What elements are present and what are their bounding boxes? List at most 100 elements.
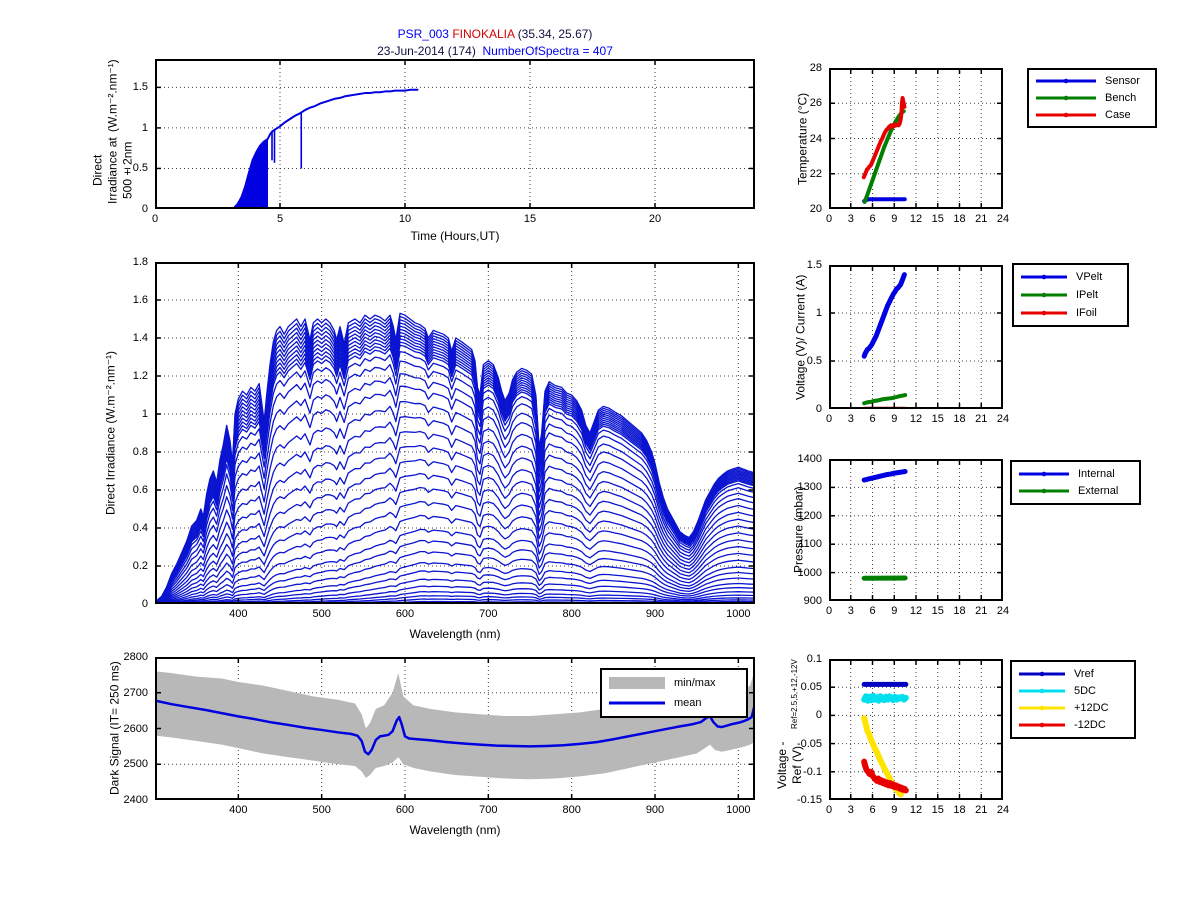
legend-label: 5DC xyxy=(1074,684,1097,697)
y-tick-label: 0.6 xyxy=(132,484,148,496)
y-tick-label: 0.5 xyxy=(806,355,822,367)
y-tick-label: 1.6 xyxy=(132,294,148,306)
y-tick-label: 24 xyxy=(809,132,822,145)
x-tick-label: 900 xyxy=(645,608,665,620)
x-tick-label: 10 xyxy=(398,213,412,225)
y-tick-label: 2500 xyxy=(123,758,148,771)
x-tick-label: 12 xyxy=(909,605,923,617)
figure-title-line2: 23-Jun-2014 (174) NumberOfSpectra = 407 xyxy=(230,44,760,58)
legend-line-swatch xyxy=(1019,688,1065,694)
y-tick-label: 2800 xyxy=(123,651,148,663)
x-tick-label: 400 xyxy=(229,608,248,620)
legend-line-swatch xyxy=(1019,723,1065,728)
legend-label: -12DC xyxy=(1074,719,1106,732)
x-tick-label: 3 xyxy=(847,413,854,425)
x-tick-label: 6 xyxy=(869,804,876,816)
x-tick-label: 18 xyxy=(953,804,966,816)
x-tick-label: 0 xyxy=(825,413,833,425)
ylabel-line2: (W.m⁻².nm⁻¹) xyxy=(105,59,120,132)
y-tick-label: 26 xyxy=(809,97,822,110)
legend-entry: Case xyxy=(1029,106,1155,123)
x-tick-label: 800 xyxy=(562,608,581,620)
y-tick-label: 2400 xyxy=(123,794,148,806)
x-tick-label: 18 xyxy=(953,605,966,617)
legend-line-swatch xyxy=(1019,671,1065,676)
x-tick-label: 24 xyxy=(996,213,1010,225)
y-tick-label: -0.1 xyxy=(803,765,822,778)
x-tick-label: 15 xyxy=(523,213,537,225)
legend-entry: 5DC xyxy=(1012,682,1134,699)
x-tick-label: 15 xyxy=(931,605,944,617)
x-tick-label: 9 xyxy=(891,804,898,816)
legend-label: Sensor xyxy=(1105,75,1140,88)
legend-entry: +12DC xyxy=(1012,700,1134,717)
x-tick-label: 900 xyxy=(645,804,665,816)
legend-line-swatch xyxy=(1021,310,1067,316)
legend-line-swatch xyxy=(1019,471,1069,477)
x-tick-label: 21 xyxy=(975,413,988,425)
y-tick-label: 1200 xyxy=(797,509,822,522)
x-tick-label: 9 xyxy=(891,605,898,617)
x-tick-label: 6 xyxy=(869,605,876,617)
x-tick-label: 0 xyxy=(825,605,833,617)
x-tick-label: 9 xyxy=(891,413,898,425)
x-tick-label: 24 xyxy=(996,413,1010,425)
x-tick-label: 24 xyxy=(996,804,1010,816)
axis-label-direct-irradiance: Direct Irradiance (W.m⁻².nm⁻¹) xyxy=(102,262,120,604)
y-tick-label: 0 xyxy=(815,403,822,415)
legend-label: Vref xyxy=(1074,667,1094,680)
x-tick-label: 500 xyxy=(312,608,331,620)
x-tick-label: 12 xyxy=(909,804,923,816)
y-tick-label: 22 xyxy=(809,167,822,180)
legend-label: IFoil xyxy=(1076,307,1097,319)
legend-line-swatch xyxy=(1019,488,1069,494)
y-tick-label: 0 xyxy=(141,598,148,610)
legend-dark-signal: min/max mean xyxy=(600,668,748,718)
legend-entry: mean xyxy=(602,693,746,713)
x-tick-label: 1000 xyxy=(726,608,751,620)
y-tick-label: 1000 xyxy=(797,566,822,579)
y-tick-label: 1.8 xyxy=(132,256,148,268)
x-tick-label: 15 xyxy=(931,804,944,816)
y-tick-label: 0.5 xyxy=(132,162,148,175)
x-tick-label: 21 xyxy=(975,804,988,816)
y-tick-label: 1.2 xyxy=(132,370,148,382)
x-tick-label: 500 xyxy=(312,804,331,816)
legend-voltage-ref: Vref 5DC +12DC -12DC xyxy=(1010,660,1136,739)
y-tick-label: 0.8 xyxy=(132,446,148,458)
legend-entry: Internal xyxy=(1012,465,1139,483)
x-tick-label: 6 xyxy=(869,413,876,425)
title-station: FINOKALIA xyxy=(452,27,515,41)
legend-line-swatch xyxy=(609,701,665,705)
y-tick-label: 1 xyxy=(815,307,822,319)
y-tick-label: 1300 xyxy=(797,481,822,494)
legend-entry: Vref xyxy=(1012,665,1134,682)
y-tick-label: 1 xyxy=(141,121,148,134)
plot-dark_signal xyxy=(155,657,755,800)
x-tick-label: 700 xyxy=(479,608,498,620)
y-tick-label: 28 xyxy=(809,62,822,74)
legend-label: min/max xyxy=(674,677,716,689)
title-spectra-count: NumberOfSpectra = 407 xyxy=(482,44,613,58)
y-tick-label: -0.15 xyxy=(796,794,822,806)
y-tick-label: 900 xyxy=(803,595,822,607)
x-tick-label: 0 xyxy=(825,213,833,225)
legend-entry: min/max xyxy=(602,673,746,693)
legend-entry: -12DC xyxy=(1012,717,1134,734)
y-tick-label: 1 xyxy=(141,408,148,420)
legend-entry: VPelt xyxy=(1014,268,1127,286)
x-tick-label: 9 xyxy=(891,213,898,225)
title-instrument: PSR_003 xyxy=(397,27,449,41)
legend-temperature: Sensor Bench Case xyxy=(1027,68,1157,128)
x-tick-label: 24 xyxy=(996,605,1010,617)
x-tick-label: 20 xyxy=(648,213,662,225)
legend-line-swatch xyxy=(1036,112,1096,117)
legend-label: Internal xyxy=(1078,467,1115,480)
y-tick-label: 0 xyxy=(815,709,822,722)
y-tick-label: 0 xyxy=(141,203,148,215)
legend-label: External xyxy=(1078,485,1119,498)
legend-entry: External xyxy=(1012,483,1139,501)
y-tick-label: 0.2 xyxy=(132,560,148,572)
x-tick-label: 1000 xyxy=(726,804,751,816)
